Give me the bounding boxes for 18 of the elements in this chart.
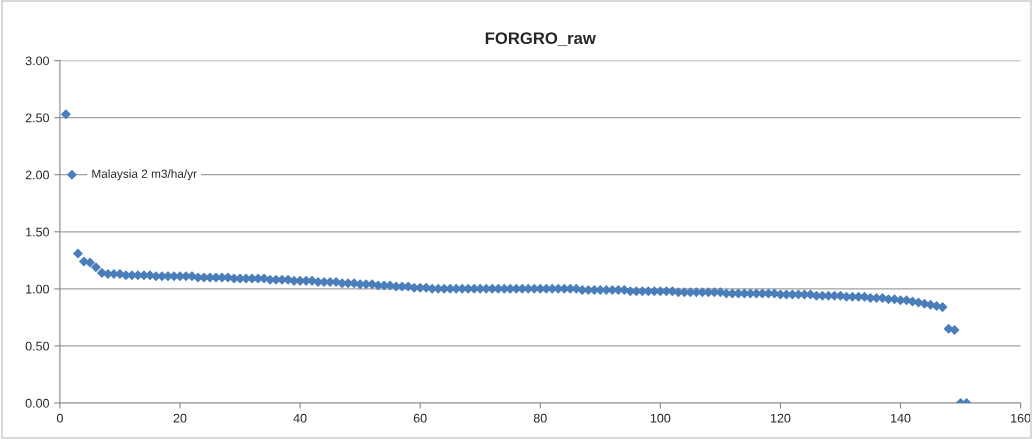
y-tick-label: 0.50 [25,341,50,351]
y-tick-label: 3.00 [25,56,50,66]
y-tick-label: 1.00 [26,284,50,294]
x-tick-label: 0 [56,413,63,423]
x-tick-label: 160 [1011,413,1031,423]
annotation: Malaysia 2 m3/ha/yr [92,169,197,181]
x-tick-label: 60 [413,413,427,423]
y-tick-label: 2.50 [25,113,50,123]
y-tick-label: 1.50 [26,227,50,237]
y-tick-label: 0.00 [25,398,50,408]
x-tick-label: 100 [650,413,671,423]
x-tick-label: 120 [770,413,791,423]
x-tick-label: 20 [173,413,187,423]
chart-title: FORGRO_raw [485,32,596,46]
y-tick-label: 2.00 [25,170,50,180]
x-tick-label: 80 [533,413,547,423]
x-tick-label: 140 [891,413,911,423]
x-tick-label: 40 [293,413,307,423]
